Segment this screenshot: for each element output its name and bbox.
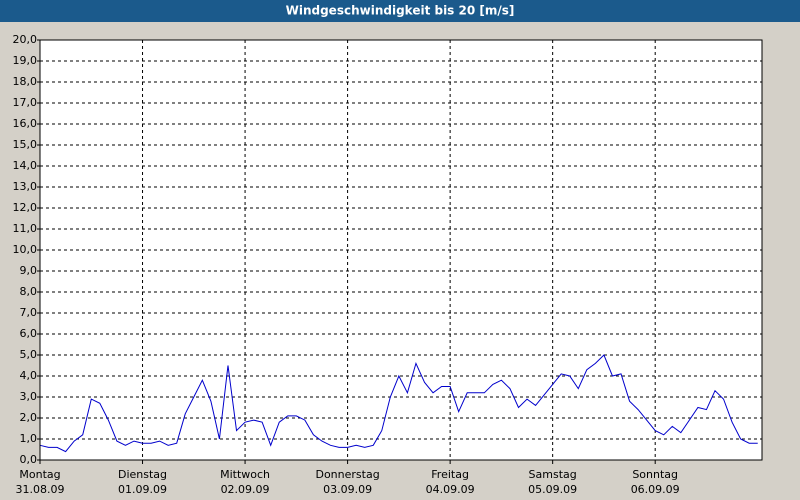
plot-border (39, 39, 763, 461)
x-tick-date: 02.09.09 (221, 483, 270, 496)
y-tick-label: 3,0 (20, 390, 38, 403)
x-tick-date: 03.09.09 (323, 483, 372, 496)
y-tick-label: 10,0 (13, 243, 38, 256)
y-tick-label: 6,0 (20, 327, 38, 340)
y-tick-label: 7,0 (20, 306, 38, 319)
wind-line (39, 354, 758, 453)
title-bar (0, 0, 800, 22)
x-tick-date: 31.08.09 (16, 483, 65, 496)
y-tick-label: 16,0 (13, 117, 38, 130)
y-tick-label: 1,0 (20, 432, 38, 445)
x-tick-label: Freitag (431, 468, 469, 481)
y-tick-label: 18,0 (13, 75, 38, 88)
x-tick-label: Donnerstag (315, 468, 379, 481)
x-tick-label: Samstag (529, 468, 577, 481)
chart-title: Windgeschwindigkeit bis 20 [m/s] (286, 4, 515, 18)
y-tick-label: 17,0 (13, 96, 38, 109)
y-tick-label: 5,0 (20, 348, 38, 361)
y-tick-label: 8,0 (20, 285, 38, 298)
y-tick-label: 9,0 (20, 264, 38, 277)
y-tick-label: 0,0 (20, 453, 38, 466)
y-tick-label: 14,0 (13, 159, 38, 172)
x-tick-label: Sonntag (632, 468, 678, 481)
y-tick-label: 2,0 (20, 411, 38, 424)
x-tick-label: Montag (19, 468, 60, 481)
x-tick-date: 05.09.09 (528, 483, 577, 496)
y-tick-label: 12,0 (13, 201, 38, 214)
x-tick-label: Dienstag (118, 468, 167, 481)
x-tick-date: 06.09.09 (631, 483, 680, 496)
y-tick-label: 11,0 (13, 222, 38, 235)
x-tick-date: 04.09.09 (426, 483, 475, 496)
y-tick-label: 13,0 (13, 180, 38, 193)
y-tick-label: 19,0 (13, 54, 38, 67)
y-tick-label: 15,0 (13, 138, 38, 151)
y-tick-label: 4,0 (20, 369, 38, 382)
x-tick-date: 01.09.09 (118, 483, 167, 496)
x-tick-label: Mittwoch (220, 468, 270, 481)
y-tick-label: 20,0 (13, 33, 38, 46)
